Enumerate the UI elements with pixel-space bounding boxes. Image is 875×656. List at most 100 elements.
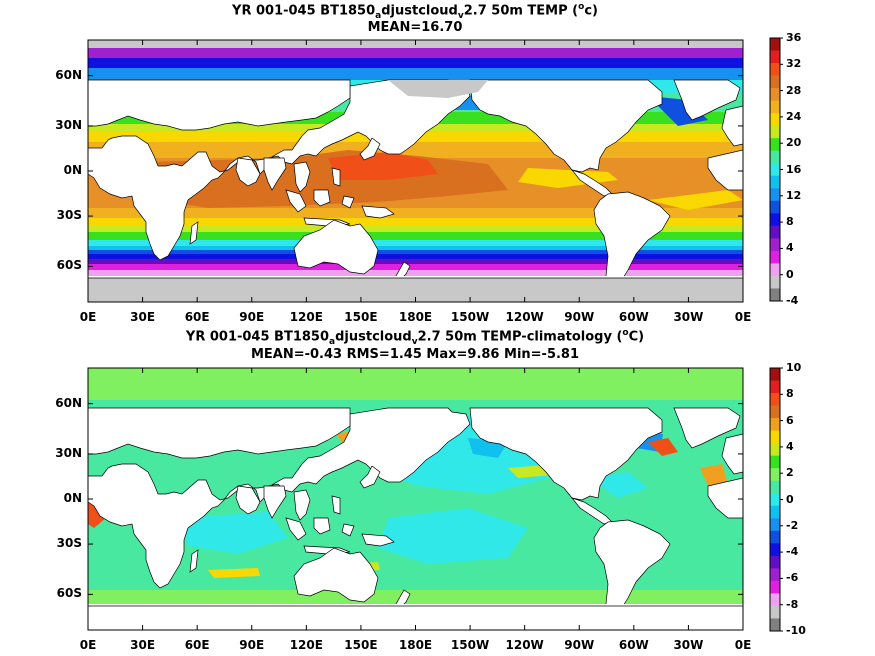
panel1-subtitle: MEAN=16.70 bbox=[367, 20, 463, 35]
x-tick-label: 30W bbox=[673, 310, 704, 324]
colorbar-tick-label: 16 bbox=[786, 162, 802, 176]
colorbar-swatch bbox=[770, 618, 780, 632]
x-tick-label: 30E bbox=[130, 638, 156, 652]
x-tick-label: 60W bbox=[618, 310, 649, 324]
colorbar-swatch bbox=[770, 75, 780, 89]
colorbar-swatch bbox=[770, 518, 780, 532]
y-tick-label: 30N bbox=[55, 445, 82, 460]
colorbar-swatch bbox=[770, 493, 780, 507]
colorbar-tick-label: 8 bbox=[786, 215, 794, 229]
colorbar-swatch bbox=[770, 238, 780, 252]
colorbar-tick-label: 6 bbox=[786, 413, 794, 427]
colorbar-anomaly bbox=[769, 367, 783, 632]
x-tick-label: 120E bbox=[289, 638, 323, 652]
colorbar-swatch bbox=[770, 250, 780, 264]
colorbar-swatch bbox=[770, 593, 780, 607]
colorbar-tick-label: 20 bbox=[786, 136, 802, 150]
panel2-title: YR 001-045 BT1850adjustcloudv2.7 50m TEM… bbox=[185, 328, 645, 347]
y-tick-label: 60S bbox=[56, 586, 82, 601]
colorbar-swatch bbox=[770, 113, 780, 127]
x-tick-label: 150E bbox=[344, 310, 378, 324]
x-tick-label: 90W bbox=[564, 638, 595, 652]
x-tick-label: 60W bbox=[618, 638, 649, 652]
x-tick-label: 120E bbox=[289, 310, 323, 324]
colorbar-tick-label: 24 bbox=[786, 109, 802, 123]
colorbar-swatch bbox=[770, 138, 780, 152]
y-tick-label: 60N bbox=[55, 67, 82, 82]
y-tick-label: 30S bbox=[56, 536, 82, 551]
colorbar-tick-label: -4 bbox=[786, 294, 799, 307]
colorbar-swatch bbox=[770, 468, 780, 482]
colorbar-tick-label: -8 bbox=[786, 597, 799, 611]
x-tick-label: 180E bbox=[398, 310, 433, 324]
colorbar-tick-label: 4 bbox=[786, 241, 794, 255]
colorbar-swatch bbox=[770, 263, 780, 277]
colorbar-tick-label: 36 bbox=[786, 31, 802, 44]
colorbar-swatch bbox=[770, 418, 780, 432]
x-tick-label: 90W bbox=[564, 310, 595, 324]
panel1-title: YR 001-045 BT1850adjustcloudv2.7 50m TEM… bbox=[232, 2, 598, 21]
colorbar-swatch bbox=[770, 150, 780, 164]
colorbar-swatch bbox=[770, 368, 780, 382]
x-tick-label: 90E bbox=[239, 310, 265, 324]
x-tick-label: 30E bbox=[130, 310, 156, 324]
x-tick-label: 0E bbox=[79, 638, 97, 652]
colorbar-tick-label: -2 bbox=[786, 518, 799, 532]
x-tick-label: 90E bbox=[239, 638, 265, 652]
colorbar-swatch bbox=[770, 443, 780, 457]
x-tick-label: 0E bbox=[734, 310, 752, 324]
colorbar-tick-label: -4 bbox=[786, 545, 799, 559]
colorbar-swatch bbox=[770, 88, 780, 102]
colorbar-tick-label: 4 bbox=[786, 439, 794, 453]
colorbar-swatch bbox=[770, 480, 780, 494]
colorbar-swatch bbox=[770, 100, 780, 114]
panel2-subtitle: MEAN=-0.43 RMS=1.45 Max=9.86 Min=-5.81 bbox=[250, 347, 580, 362]
colorbar-swatch bbox=[770, 580, 780, 594]
colorbar-tick-label: 2 bbox=[786, 466, 794, 480]
x-tick-label: 180E bbox=[398, 638, 433, 652]
colorbar-tick-label: 0 bbox=[786, 267, 794, 281]
colorbar-swatch bbox=[770, 163, 780, 177]
colorbar-tick-label: 28 bbox=[786, 83, 802, 97]
y-tick-label: 0N bbox=[63, 163, 82, 177]
colorbar-swatch bbox=[770, 530, 780, 544]
colorbar-swatch bbox=[770, 568, 780, 582]
colorbar-swatch bbox=[770, 125, 780, 139]
colorbar-swatch bbox=[770, 200, 780, 214]
x-tick-label: 30W bbox=[673, 638, 704, 652]
colorbar-swatch bbox=[770, 275, 780, 289]
colorbar-swatch bbox=[770, 63, 780, 77]
x-tick-label: 60E bbox=[184, 310, 210, 324]
y-tick-label: 30N bbox=[55, 117, 82, 132]
x-tick-label: 60E bbox=[184, 638, 210, 652]
colorbar-swatch bbox=[770, 393, 780, 407]
y-tick-label: 0N bbox=[63, 491, 82, 505]
x-tick-label: 150E bbox=[344, 638, 378, 652]
y-tick-label: 30S bbox=[56, 208, 82, 223]
colorbar-temperature bbox=[769, 37, 783, 302]
colorbar-swatch bbox=[770, 225, 780, 239]
map-panel-temperature bbox=[88, 40, 743, 302]
colorbar-swatch bbox=[770, 555, 780, 569]
colorbar-swatch bbox=[770, 38, 780, 52]
x-tick-label: 120W bbox=[505, 310, 544, 324]
colorbar-swatch bbox=[770, 430, 780, 444]
colorbar-swatch bbox=[770, 605, 780, 619]
colorbar-tick-label: -6 bbox=[786, 571, 799, 585]
y-tick-label: 60S bbox=[56, 258, 82, 273]
colorbar-swatch bbox=[770, 405, 780, 419]
colorbar-swatch bbox=[770, 543, 780, 557]
axis-ticks bbox=[87, 40, 744, 630]
colorbar-swatch bbox=[770, 50, 780, 64]
x-tick-label: 0E bbox=[79, 310, 97, 324]
x-tick-label: 150W bbox=[450, 310, 490, 324]
colorbar-swatch bbox=[770, 380, 780, 394]
x-tick-label: 150W bbox=[450, 638, 490, 652]
x-tick-label: 0E bbox=[734, 638, 752, 652]
colorbar-tick-label: 32 bbox=[786, 57, 802, 71]
colorbar-tick-label: 12 bbox=[786, 188, 802, 202]
y-tick-label: 60N bbox=[55, 395, 82, 410]
colorbar-tick-label: 8 bbox=[786, 387, 794, 401]
map-panel-anomaly bbox=[88, 368, 743, 630]
